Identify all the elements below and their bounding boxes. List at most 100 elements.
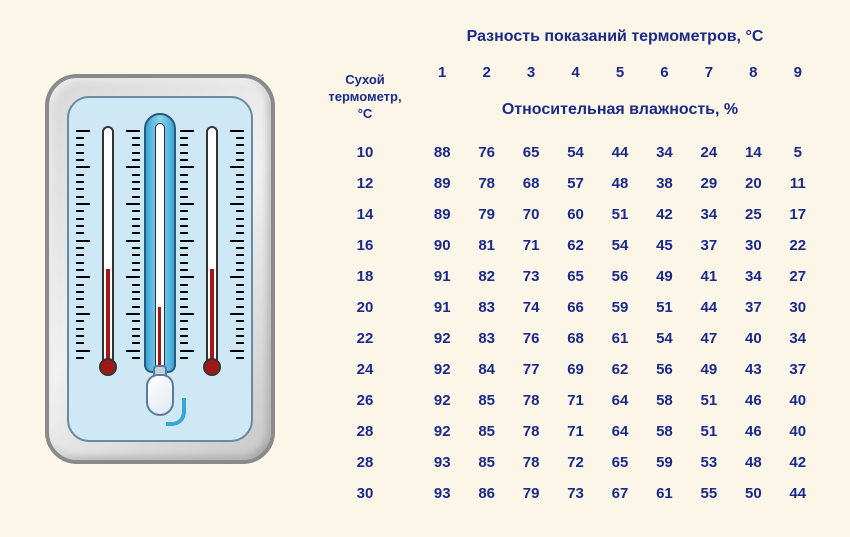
- humidity-cell: 50: [731, 478, 775, 509]
- reservoir-tube: [140, 113, 180, 423]
- humidity-cell: 56: [598, 261, 642, 292]
- humidity-cell: 92: [420, 323, 464, 354]
- humidity-cell: 38: [642, 168, 686, 199]
- scale-tick: [236, 210, 244, 212]
- temp-label: 12: [310, 168, 420, 199]
- scale-tick: [236, 196, 244, 198]
- scale-tick: [236, 188, 244, 190]
- device-frame: [45, 74, 275, 464]
- temp-label: 30: [310, 478, 420, 509]
- scale-tick: [236, 357, 244, 359]
- ticks-left-2: [180, 130, 198, 360]
- col-header: 2: [464, 58, 508, 87]
- temp-label: 20: [310, 292, 420, 323]
- scale-tick: [236, 174, 244, 176]
- scale-tick: [76, 298, 84, 300]
- humidity-cell: 78: [464, 168, 508, 199]
- humidity-cell: 27: [776, 261, 820, 292]
- humidity-cell: 43: [731, 354, 775, 385]
- scale-tick: [132, 144, 140, 146]
- humidity-cell: 61: [598, 323, 642, 354]
- humidity-cell: 41: [687, 261, 731, 292]
- humidity-cell: 42: [776, 447, 820, 478]
- scale-tick: [132, 247, 140, 249]
- scale-tick: [132, 335, 140, 337]
- scale-tick: [76, 320, 84, 322]
- humidity-cell: 71: [509, 230, 553, 261]
- humidity-cell: 92: [420, 416, 464, 447]
- scale-tick: [126, 276, 140, 278]
- humidity-cell: 89: [420, 199, 464, 230]
- humidity-cell: 17: [776, 199, 820, 230]
- dry-tube: [102, 126, 114, 366]
- humidity-cell: 40: [776, 385, 820, 416]
- scale-tick: [76, 203, 90, 205]
- scale-tick: [180, 298, 188, 300]
- scale-tick: [132, 291, 140, 293]
- scale-tick: [132, 254, 140, 256]
- humidity-cell: 49: [642, 261, 686, 292]
- humidity-cell: 69: [553, 354, 597, 385]
- scale-tick: [236, 262, 244, 264]
- humidity-cell: 78: [509, 416, 553, 447]
- scale-tick: [76, 196, 84, 198]
- humidity-cell: 93: [420, 447, 464, 478]
- humidity-cell: 51: [687, 385, 731, 416]
- scale-tick: [180, 181, 188, 183]
- scale-tick: [76, 218, 84, 220]
- scale-tick: [76, 188, 84, 190]
- scale-tick: [236, 232, 244, 234]
- scale-tick: [236, 225, 244, 227]
- scale-tick: [132, 284, 140, 286]
- scale-tick: [126, 350, 140, 352]
- device-inner: [67, 96, 253, 442]
- col-header: 5: [598, 58, 642, 87]
- scale-tick: [76, 240, 90, 242]
- humidity-cell: 48: [598, 168, 642, 199]
- humidity-cell: 58: [642, 416, 686, 447]
- humidity-cell: 84: [464, 354, 508, 385]
- scale-tick: [180, 284, 188, 286]
- humidity-cell: 47: [687, 323, 731, 354]
- humidity-cell: 24: [687, 137, 731, 168]
- reservoir-fill: [158, 307, 161, 367]
- scale-tick: [76, 152, 84, 154]
- humidity-cell: 76: [509, 323, 553, 354]
- humidity-cell: 68: [553, 323, 597, 354]
- temp-label: 10: [310, 137, 420, 168]
- col-header: 6: [642, 58, 686, 87]
- humidity-cell: 71: [553, 416, 597, 447]
- scale-tick: [180, 357, 188, 359]
- scale-tick: [76, 269, 84, 271]
- reservoir-inner: [155, 123, 165, 368]
- humidity-cell: 45: [642, 230, 686, 261]
- scale-tick: [180, 291, 188, 293]
- humidity-cell: 68: [509, 168, 553, 199]
- scale-tick: [236, 320, 244, 322]
- humidity-table: Разность показаний термометров, °С Сухой…: [300, 28, 830, 509]
- scale-tick: [236, 269, 244, 271]
- humidity-cell: 66: [553, 292, 597, 323]
- humidity-cell: 72: [553, 447, 597, 478]
- scale-tick: [180, 203, 194, 205]
- scale-tick: [132, 232, 140, 234]
- temp-label: 26: [310, 385, 420, 416]
- scale-tick: [236, 298, 244, 300]
- scale-tick: [76, 306, 84, 308]
- sub-header-label: Относительная влажность, %: [420, 87, 820, 137]
- humidity-cell: 83: [464, 292, 508, 323]
- humidity-cell: 78: [509, 447, 553, 478]
- humidity-cell: 85: [464, 416, 508, 447]
- temp-label: 24: [310, 354, 420, 385]
- humidity-cell: 62: [598, 354, 642, 385]
- humidity-cell: 51: [642, 292, 686, 323]
- scale-tick: [230, 130, 244, 132]
- humidity-cell: 65: [553, 261, 597, 292]
- humidity-cell: 37: [731, 292, 775, 323]
- scale-tick: [76, 144, 84, 146]
- humidity-cell: 76: [464, 137, 508, 168]
- humidity-cell: 70: [509, 199, 553, 230]
- col-header: 1: [420, 58, 464, 87]
- scale-tick: [236, 335, 244, 337]
- scale-tick: [236, 328, 244, 330]
